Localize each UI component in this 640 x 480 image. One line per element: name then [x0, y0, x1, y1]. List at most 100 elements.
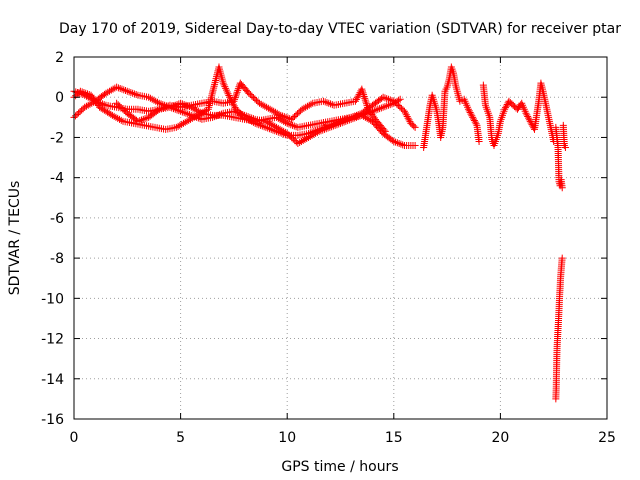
data-point-track-a: [146, 94, 154, 102]
data-point-track-b: [390, 137, 398, 145]
data-point-track-a: [212, 112, 220, 120]
data-point-track-c: [310, 127, 318, 135]
data-point-track-c: [381, 94, 389, 102]
data-point-track-d: [249, 94, 257, 102]
data-point-track-c: [187, 115, 195, 123]
data-point-track-d: [294, 110, 302, 118]
y-tick-label: -16: [41, 412, 64, 428]
data-point-track-c: [199, 108, 207, 116]
plot-frame: [73, 56, 608, 420]
data-point-track-b: [280, 117, 288, 125]
data-point-track-a: [376, 105, 384, 113]
data-point-track-c: [201, 107, 209, 115]
data-point-track-b: [363, 114, 371, 122]
data-point-track-c: [347, 113, 355, 121]
data-point-track-c: [344, 115, 352, 123]
y-tick-label: -4: [50, 171, 64, 187]
data-point-track-d: [119, 105, 127, 113]
data-point-track-a: [294, 139, 302, 147]
data-point-track-d: [264, 104, 272, 112]
data-point-track-c: [313, 126, 321, 134]
data-point-track-d: [289, 114, 297, 122]
data-point-track-c: [242, 114, 250, 122]
data-point-track-a: [118, 85, 126, 93]
data-point-track-c: [219, 79, 227, 87]
data-point-track-a: [114, 84, 122, 92]
data-point-track-c: [82, 89, 90, 97]
data-point-track-d: [136, 117, 144, 125]
data-point-track-b: [278, 116, 286, 124]
data-point-track-b: [285, 120, 293, 128]
data-point-track-a: [182, 109, 190, 117]
data-point-track-d: [273, 109, 281, 117]
data-point-track-d: [291, 112, 299, 120]
data-point-track-e: [522, 109, 530, 117]
data-point-track-c: [178, 120, 186, 128]
data-point-track-d: [300, 104, 308, 112]
data-point-track-e: [468, 112, 476, 120]
data-point-track-c: [340, 116, 348, 124]
data-point-track-d: [246, 91, 254, 99]
data-point-track-a: [148, 95, 156, 103]
x-tick-labels: 0 5 10 15 20 25: [70, 430, 616, 446]
data-point-track-c: [253, 120, 261, 128]
data-point-track-c: [251, 119, 259, 127]
data-point-track-b: [399, 141, 407, 149]
data-point-track-d: [234, 85, 242, 93]
data-points: [70, 63, 569, 403]
data-point-track-d: [141, 115, 149, 123]
data-point-track-d: [280, 113, 288, 121]
data-point-track-f: [561, 144, 569, 151]
data-point-track-c: [280, 130, 288, 138]
data-point-track-e: [470, 115, 478, 123]
data-point-track-c: [317, 125, 325, 133]
data-point-track-c: [410, 122, 418, 130]
data-point-track-c: [349, 113, 357, 121]
data-point-track-d: [305, 101, 313, 109]
data-point-track-a: [150, 96, 158, 104]
data-point-track-d: [302, 103, 310, 111]
data-point-track-a: [154, 98, 162, 106]
data-point-track-c: [338, 117, 346, 125]
data-point-track-c: [342, 115, 350, 123]
data-point-track-c: [312, 127, 320, 135]
data-point-track-d: [359, 89, 367, 97]
data-point-track-c: [225, 91, 233, 99]
data-point-track-c: [390, 97, 398, 105]
data-point-track-c: [351, 112, 359, 120]
data-point-track-a: [130, 90, 138, 98]
data-point-track-a: [73, 110, 81, 118]
data-point-track-d: [270, 107, 278, 115]
data-point-track-c: [281, 131, 289, 139]
chart-title: Day 170 of 2019, Sidereal Day-to-day VTE…: [59, 21, 621, 37]
data-point-track-b: [411, 141, 419, 149]
data-point-track-a: [122, 87, 130, 95]
y-tick-label: 0: [55, 90, 64, 106]
data-point-track-c: [179, 119, 187, 127]
data-point-track-a: [72, 112, 80, 120]
data-point-track-c: [401, 109, 409, 117]
data-point-track-e: [501, 105, 509, 113]
data-point-track-c: [112, 113, 120, 121]
data-point-track-c: [321, 123, 329, 131]
data-point-track-e: [467, 110, 475, 118]
data-point-track-a: [383, 102, 391, 110]
data-point-track-c: [221, 83, 229, 91]
y-axis-label: SDTVAR / TECUs: [7, 181, 23, 296]
data-point-track-a: [286, 132, 294, 140]
data-point-track-a: [106, 87, 114, 95]
y-tick-label: -2: [50, 130, 64, 146]
data-point-track-a: [180, 109, 188, 117]
data-point-track-b: [361, 113, 369, 121]
data-point-track-d: [286, 115, 294, 123]
data-point-track-d: [358, 87, 366, 95]
data-point-track-d: [252, 96, 260, 104]
data-point-track-c: [80, 89, 88, 97]
data-point-track-a: [75, 109, 83, 117]
x-tick-label: 5: [176, 430, 185, 446]
data-point-track-c: [192, 112, 200, 120]
data-point-track-c: [273, 127, 281, 135]
data-point-track-a: [152, 97, 160, 105]
data-point-track-c: [185, 116, 193, 124]
data-point-track-d: [362, 98, 370, 106]
